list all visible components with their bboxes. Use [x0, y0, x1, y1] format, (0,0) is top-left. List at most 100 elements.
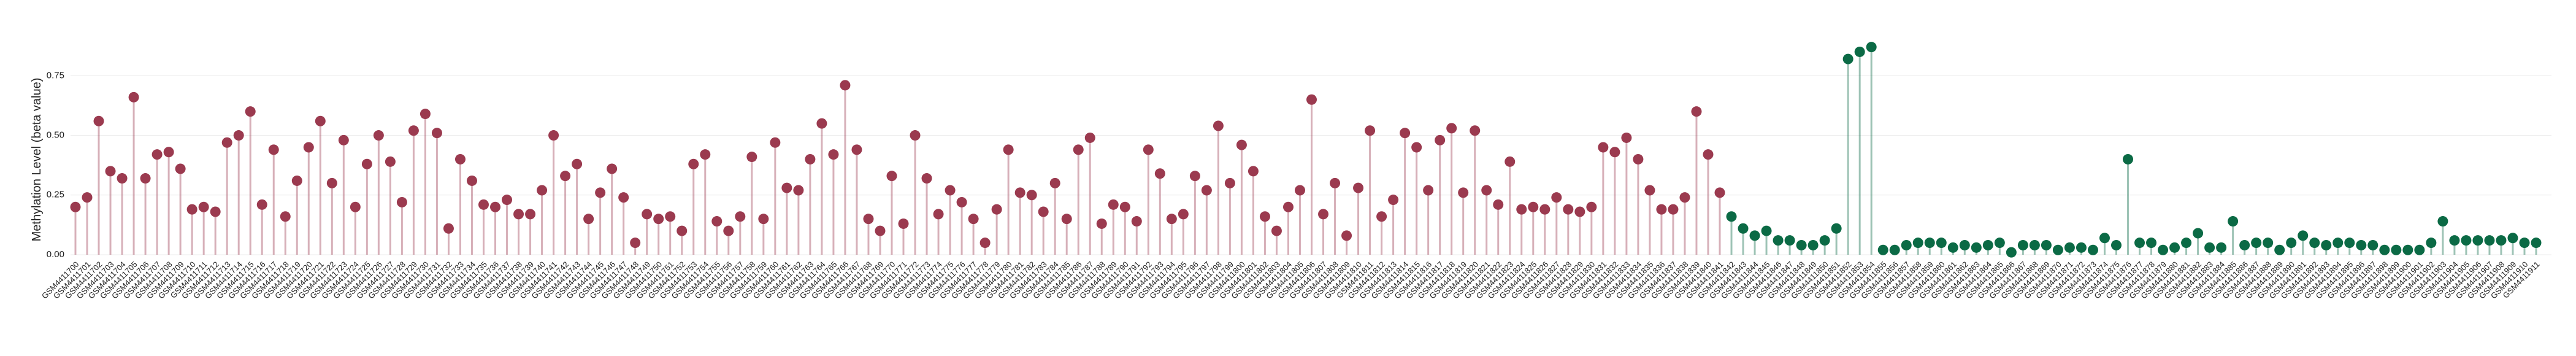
dot [2402, 244, 2413, 255]
dot [1609, 147, 1620, 158]
y-tick-label: 0.75 [47, 70, 64, 80]
dot [1831, 223, 1842, 234]
dot [1236, 139, 1247, 150]
dot [1003, 144, 1014, 155]
dot [105, 166, 116, 177]
dot [1131, 216, 1142, 227]
dot [2087, 244, 2098, 255]
dot [1038, 206, 1049, 217]
dot [245, 106, 256, 117]
dot [1435, 134, 1446, 145]
dot [2367, 239, 2379, 250]
dot [2344, 238, 2355, 249]
dot [396, 196, 407, 207]
dot [851, 144, 862, 155]
dot [385, 156, 396, 167]
dot [1971, 242, 1982, 253]
dot [2064, 242, 2075, 253]
dot [1493, 199, 1504, 210]
dot [1679, 192, 1690, 203]
dot [1656, 204, 1667, 215]
dot [1330, 177, 1341, 188]
y-axis-label: Methylation Level (beta value) [30, 78, 44, 242]
dot [1598, 142, 1609, 153]
dot [198, 201, 209, 212]
dot [1854, 46, 1865, 57]
dot [886, 171, 897, 182]
y-tick-label: 0.50 [47, 130, 64, 141]
dot [2099, 233, 2110, 244]
dot [478, 199, 489, 210]
dot [1889, 244, 1900, 255]
dot [781, 182, 792, 193]
dot [2251, 238, 2262, 249]
dot [595, 187, 606, 198]
dot [2531, 238, 2542, 249]
dot [2391, 244, 2402, 255]
dot [315, 115, 326, 126]
dot [1318, 209, 1329, 220]
dot [933, 209, 944, 220]
dot [1306, 94, 1317, 105]
dot [2309, 238, 2320, 249]
dot [1014, 187, 1025, 198]
dot [1073, 144, 1084, 155]
dot [1924, 238, 1935, 249]
dot [1248, 166, 1259, 177]
dot [256, 199, 267, 210]
dot [735, 211, 746, 222]
dot [2496, 235, 2507, 246]
dot [1633, 153, 1644, 164]
dot [1026, 190, 1037, 201]
dot [828, 149, 839, 160]
dot [1807, 239, 1819, 250]
dot [2052, 244, 2063, 255]
dot [746, 152, 757, 163]
dot [653, 214, 664, 225]
dot [642, 209, 653, 220]
dot [2204, 242, 2215, 253]
dot [1061, 214, 1072, 225]
dot [2228, 216, 2239, 227]
dot [1049, 177, 1060, 188]
dot [1936, 238, 1947, 249]
dot [1201, 185, 1212, 196]
dot [1784, 235, 1795, 246]
dot [2076, 242, 2087, 253]
dot [816, 118, 827, 129]
dot [466, 175, 477, 186]
dot [338, 134, 349, 145]
dot [1143, 144, 1154, 155]
dot [1539, 204, 1551, 215]
dot [2286, 238, 2297, 249]
dot [2181, 238, 2192, 249]
dot [1668, 204, 1679, 215]
dot [968, 214, 979, 225]
dot [1341, 230, 1352, 241]
dot [607, 163, 618, 174]
dot [1726, 211, 1737, 222]
dot [560, 171, 571, 182]
dot [1912, 238, 1923, 249]
dot [2356, 239, 2367, 250]
dot [1154, 168, 1165, 179]
dot [186, 204, 197, 215]
dot [1365, 125, 1376, 136]
dot [583, 214, 594, 225]
dot [2414, 244, 2425, 255]
dot [711, 216, 723, 227]
dot [420, 109, 431, 120]
dot [1621, 132, 1632, 143]
dot [1271, 225, 1282, 236]
dot [875, 225, 886, 236]
dot [1528, 201, 1539, 212]
dot [2169, 242, 2180, 253]
dot [793, 185, 804, 196]
dot [2146, 238, 2157, 249]
dot [70, 201, 81, 212]
dot [1353, 182, 1364, 193]
dot [1749, 230, 1760, 241]
dot [2110, 239, 2122, 250]
dot [1411, 142, 1422, 153]
